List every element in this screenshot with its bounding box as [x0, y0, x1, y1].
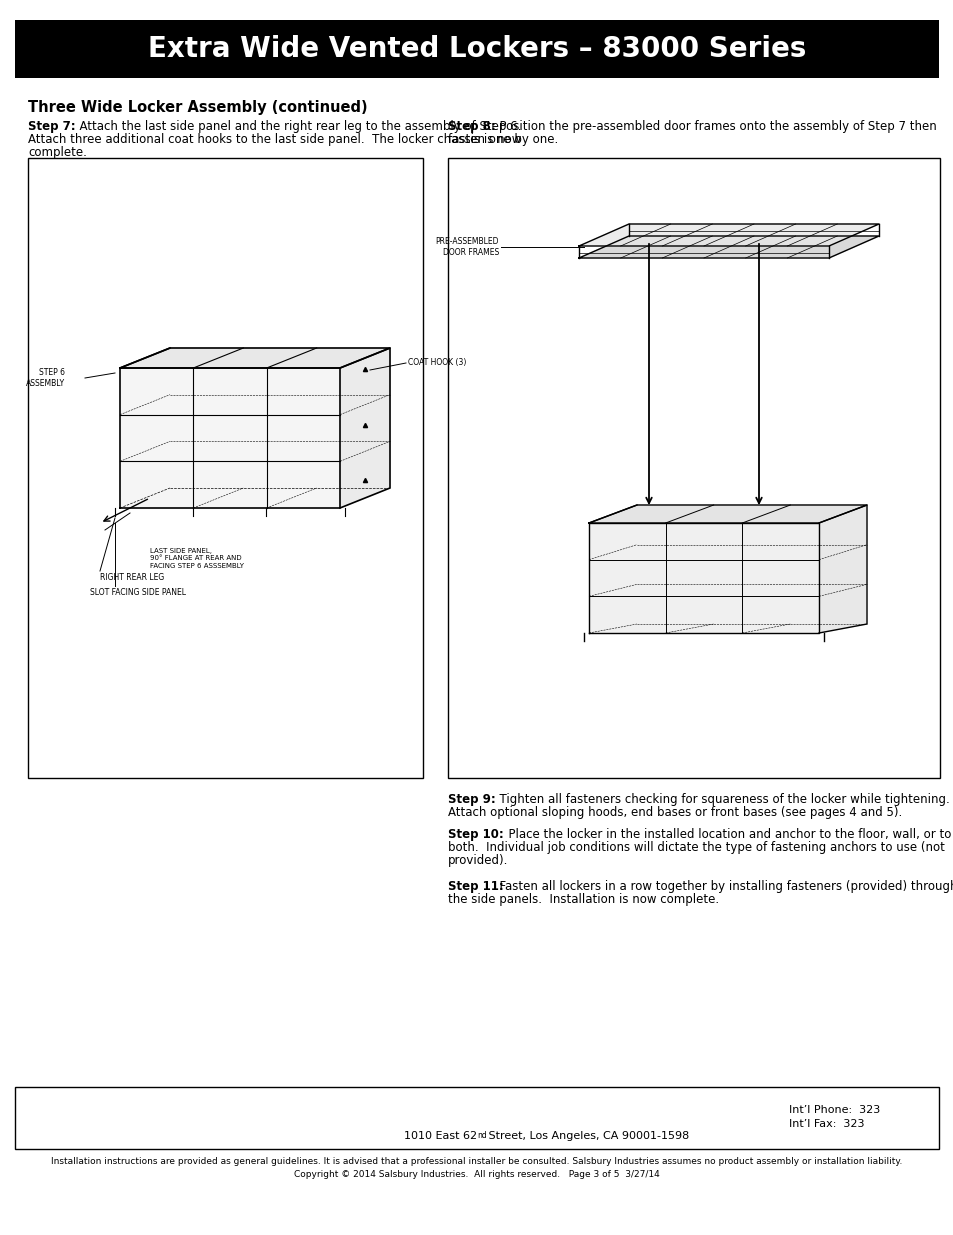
Polygon shape — [120, 348, 390, 368]
Text: Step 7:: Step 7: — [28, 120, 75, 133]
Text: Step 11:: Step 11: — [448, 881, 503, 893]
Text: complete.: complete. — [28, 146, 87, 159]
Text: Int’l Fax:  323: Int’l Fax: 323 — [788, 1119, 863, 1129]
Text: Int’l Phone:  323: Int’l Phone: 323 — [788, 1105, 880, 1115]
Text: 1010 East 62: 1010 East 62 — [403, 1131, 476, 1141]
Text: Extra Wide Vented Lockers – 83000 Series: Extra Wide Vented Lockers – 83000 Series — [148, 35, 805, 63]
Text: the side panels.  Installation is now complete.: the side panels. Installation is now com… — [448, 893, 719, 906]
Bar — [15, 1087, 938, 1149]
Polygon shape — [588, 522, 818, 634]
Text: both.  Individual job conditions will dictate the type of fastening anchors to u: both. Individual job conditions will dic… — [448, 841, 943, 853]
Bar — [15, 20, 938, 78]
Polygon shape — [588, 505, 866, 522]
Polygon shape — [339, 348, 390, 508]
Polygon shape — [818, 505, 866, 634]
Text: fasten one by one.: fasten one by one. — [448, 133, 558, 146]
Text: RIGHT REAR LEG: RIGHT REAR LEG — [100, 573, 164, 582]
Text: Place the locker in the installed location and anchor to the floor, wall, or to: Place the locker in the installed locati… — [500, 827, 950, 841]
Text: Attach optional sloping hoods, end bases or front bases (see pages 4 and 5).: Attach optional sloping hoods, end bases… — [448, 806, 902, 819]
Text: Street, Los Angeles, CA 90001-1598: Street, Los Angeles, CA 90001-1598 — [484, 1131, 688, 1141]
Bar — [28, 158, 422, 778]
Polygon shape — [578, 224, 878, 246]
Bar — [448, 158, 939, 778]
Text: Position the pre-assembled door frames onto the assembly of Step 7 then: Position the pre-assembled door frames o… — [492, 120, 936, 133]
Text: Step 8:: Step 8: — [448, 120, 496, 133]
Text: Attach the last side panel and the right rear leg to the assembly of Step 6.: Attach the last side panel and the right… — [71, 120, 521, 133]
Text: LAST SIDE PANEL,
90° FLANGE AT REAR AND
FACING STEP 6 ASSSEMBLY: LAST SIDE PANEL, 90° FLANGE AT REAR AND … — [150, 548, 244, 569]
Text: Step 10:: Step 10: — [448, 827, 503, 841]
Text: Tighten all fasteners checking for squareness of the locker while tightening.: Tighten all fasteners checking for squar… — [492, 793, 949, 806]
Text: Fasten all lockers in a row together by installing fasteners (provided) through: Fasten all lockers in a row together by … — [492, 881, 953, 893]
Polygon shape — [120, 368, 339, 508]
Text: PRE-ASSEMBLED
DOOR FRAMES: PRE-ASSEMBLED DOOR FRAMES — [435, 237, 498, 257]
Text: Three Wide Locker Assembly (continued): Three Wide Locker Assembly (continued) — [28, 100, 367, 115]
Text: Installation instructions are provided as general guidelines. It is advised that: Installation instructions are provided a… — [51, 1157, 902, 1166]
Text: COAT HOOK (3): COAT HOOK (3) — [408, 358, 466, 368]
Text: SLOT FACING SIDE PANEL: SLOT FACING SIDE PANEL — [90, 588, 186, 597]
Polygon shape — [578, 236, 878, 258]
Text: nd: nd — [476, 1131, 486, 1140]
Text: Copyright © 2014 Salsbury Industries.  All rights reserved.   Page 3 of 5  3/27/: Copyright © 2014 Salsbury Industries. Al… — [294, 1170, 659, 1179]
Text: Step 9:: Step 9: — [448, 793, 496, 806]
Text: provided).: provided). — [448, 853, 508, 867]
Text: STEP 6
ASSEMBLY: STEP 6 ASSEMBLY — [26, 368, 65, 388]
Text: Attach three additional coat hooks to the last side panel.  The locker chassis i: Attach three additional coat hooks to th… — [28, 133, 521, 146]
